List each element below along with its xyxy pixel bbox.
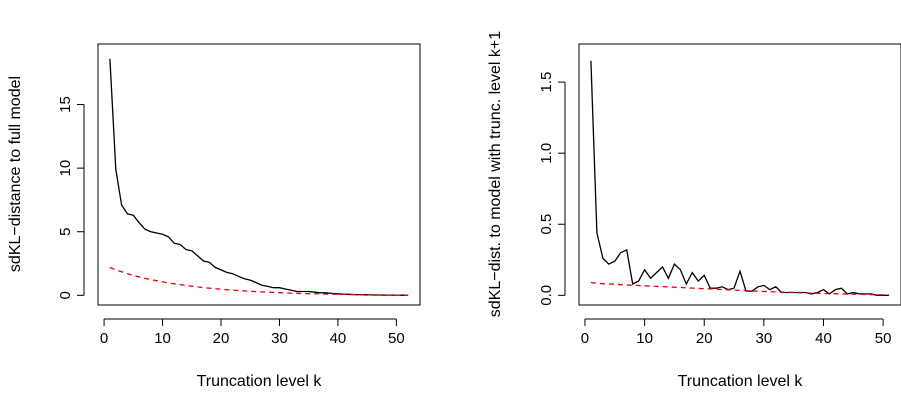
y-axis: 0.0 0.5 1.0 1.5 (538, 72, 566, 306)
plot-frame (578, 43, 901, 306)
x-tick-label: 40 (330, 330, 347, 347)
chart-right: 0 10 20 30 40 50 0.0 0.5 1.0 1.5 Truncation leve… (487, 31, 901, 390)
y-tick-label: 0.0 (538, 285, 555, 306)
distance-line (590, 60, 890, 296)
series-lines (590, 60, 890, 296)
x-tick-label: 50 (875, 330, 892, 347)
y-axis-label: sdKL−dist. to model with trunc. level k+… (487, 31, 504, 317)
y-tick-label: 1.0 (538, 143, 555, 164)
distance-line (109, 58, 409, 296)
y-tick-label: 10 (57, 160, 74, 177)
x-axis: 0 10 20 30 40 50 (100, 318, 405, 347)
y-tick-label: 0 (57, 291, 74, 299)
chart-left: 0 10 20 30 40 50 0 5 10 15 Truncation level k sd… (7, 43, 421, 390)
x-tick-label: 0 (581, 330, 589, 347)
reference-line (109, 266, 409, 296)
x-tick-label: 20 (696, 330, 713, 347)
y-tick-label: 15 (57, 96, 74, 113)
y-tick-label: 1.5 (538, 72, 555, 93)
y-tick-label: 0.5 (538, 214, 555, 235)
x-tick-label: 40 (815, 330, 832, 347)
x-axis-label: Truncation level k (678, 373, 804, 390)
series-lines (109, 58, 409, 296)
plot-frame (97, 43, 421, 306)
y-tick-label: 5 (57, 228, 74, 236)
x-tick-label: 0 (100, 330, 108, 347)
x-tick-label: 30 (271, 330, 288, 347)
x-tick-label: 20 (213, 330, 230, 347)
x-tick-label: 30 (756, 330, 773, 347)
x-axis-label: Truncation level k (197, 373, 323, 390)
x-axis: 0 10 20 30 40 50 (581, 318, 892, 347)
x-tick-label: 10 (636, 330, 653, 347)
y-axis-label: sdKL−distance to full model (7, 76, 24, 272)
x-tick-label: 50 (388, 330, 405, 347)
y-axis: 0 5 10 15 (57, 96, 85, 300)
x-tick-label: 10 (154, 330, 171, 347)
reference-line (590, 281, 890, 296)
